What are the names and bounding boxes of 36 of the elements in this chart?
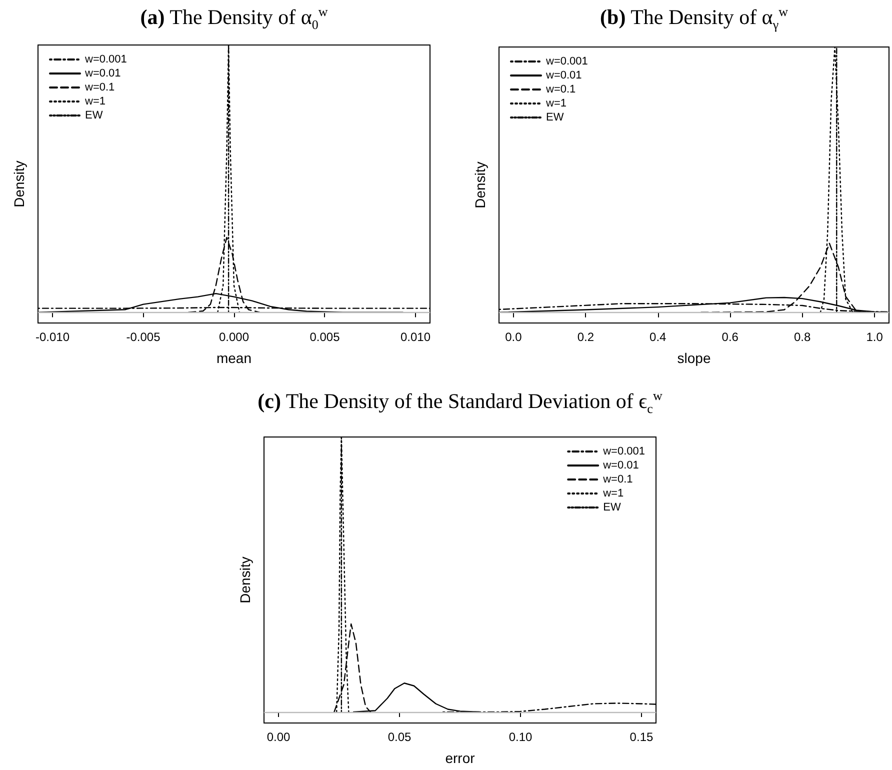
y-axis-title: Density <box>11 160 27 208</box>
legend-label: w=1 <box>545 98 566 110</box>
legend-label: w=0.01 <box>545 70 582 82</box>
legend-label: w=0.001 <box>545 56 588 68</box>
x-axis-title: slope <box>677 350 711 366</box>
x-tick-label: 0.2 <box>577 330 594 344</box>
legend-label: w=0.001 <box>602 446 646 458</box>
legend-label: EW <box>546 112 564 124</box>
legend-label: w=0.1 <box>84 82 115 94</box>
x-tick-label: 0.10 <box>508 730 532 744</box>
legend-label: w=0.1 <box>602 474 633 486</box>
x-tick-label: 0.4 <box>650 330 667 344</box>
x-tick-label: 0.05 <box>388 730 412 744</box>
x-tick-label: 0.005 <box>310 330 340 344</box>
x-tick-label: 0.15 <box>630 730 654 744</box>
legend-label: w=0.01 <box>84 68 121 80</box>
x-tick-label: 0.000 <box>218 330 250 344</box>
y-axis-title: Density <box>472 162 488 208</box>
x-tick-label: 1.0 <box>866 330 884 344</box>
x-tick-label: 0.8 <box>794 330 811 344</box>
y-axis-title: Density <box>237 556 253 604</box>
legend-label: EW <box>603 502 622 514</box>
legend-label: EW <box>85 110 104 122</box>
x-tick-label: 0.010 <box>400 330 431 344</box>
x-tick-label: -0.005 <box>126 330 161 344</box>
legend-label: w=0.001 <box>84 54 127 66</box>
x-axis-title: mean <box>216 350 252 366</box>
x-axis-title: error <box>445 750 476 766</box>
x-tick-label: 0.0 <box>505 330 522 344</box>
legend-label: w=1 <box>602 488 624 500</box>
legend-label: w=0.1 <box>545 84 576 96</box>
x-tick-label: -0.010 <box>36 330 70 344</box>
legend-label: w=1 <box>84 96 106 108</box>
x-tick-label: 0.6 <box>722 330 739 344</box>
legend-label: w=0.01 <box>602 460 639 472</box>
x-tick-label: 0.00 <box>266 730 291 744</box>
